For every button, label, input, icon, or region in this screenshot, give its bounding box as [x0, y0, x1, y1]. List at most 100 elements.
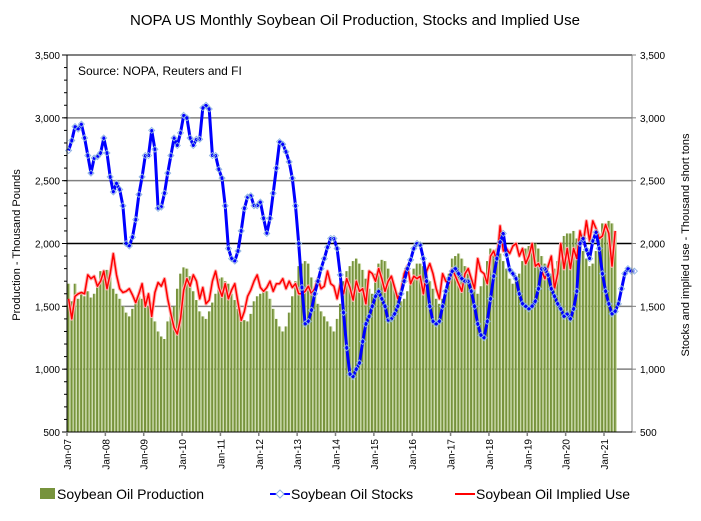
production-bar — [96, 286, 99, 432]
stocks-marker — [445, 275, 453, 283]
production-bar — [291, 296, 294, 432]
y-right-tick-label: 1,000 — [640, 365, 665, 376]
x-tick-label: Jan-21 — [600, 439, 611, 470]
stocks-marker — [211, 151, 220, 160]
stocks-marker — [470, 302, 479, 310]
production-bar-highlight — [152, 311, 154, 432]
production-bar — [565, 233, 568, 432]
stocks-marker — [269, 189, 277, 197]
stocks-marker — [403, 264, 412, 273]
production-bar-highlight — [612, 223, 614, 432]
production-bar — [380, 259, 383, 432]
stocks-marker — [384, 316, 392, 324]
stocks-marker — [128, 233, 137, 241]
y-left-tick-label: 500 — [43, 428, 60, 439]
series-lines — [64, 101, 639, 381]
production-bar-highlight — [475, 288, 477, 432]
production-bar — [406, 291, 409, 432]
x-tick-label: Jan-19 — [523, 439, 534, 470]
production-bar — [156, 331, 159, 432]
stocks-marker — [234, 247, 242, 255]
production-bar-highlight — [507, 268, 509, 432]
production-bar — [207, 311, 210, 432]
stocks-marker — [416, 241, 424, 249]
stocks-marker — [544, 271, 552, 279]
production-bar-highlight — [382, 259, 384, 432]
production-bar-highlight — [139, 296, 141, 432]
production-bar-highlight — [165, 339, 167, 432]
production-bar — [524, 248, 527, 432]
stocks-marker — [224, 244, 233, 253]
legend: Soybean Oil Production Soybean Oil Stock… — [40, 486, 630, 502]
production-bar-highlight — [337, 318, 339, 432]
stocks-marker — [541, 264, 549, 273]
stocks-marker — [144, 151, 153, 160]
production-bar-highlight — [309, 263, 310, 432]
legend-label-implied-use: Soybean Oil Implied Use — [476, 486, 630, 502]
production-bar-highlight — [251, 313, 253, 432]
production-bar-highlight — [283, 331, 285, 432]
production-bar — [486, 261, 489, 432]
production-bar — [335, 318, 338, 432]
production-bar — [268, 298, 271, 432]
stocks-marker — [451, 264, 460, 273]
production-bar-highlight — [459, 253, 461, 432]
production-bar — [195, 300, 198, 432]
y-right-tick-label: 2,000 — [640, 240, 665, 251]
stocks-marker — [253, 202, 261, 210]
production-bar-highlight — [599, 233, 601, 432]
production-bar — [144, 296, 146, 432]
x-tick-label: Jan-11 — [216, 439, 227, 469]
production-bar-highlight — [465, 266, 467, 432]
stocks-marker — [563, 310, 571, 318]
production-bar-highlight — [417, 263, 419, 432]
production-bar-highlight — [414, 268, 416, 432]
x-tick-label: Jan-07 — [63, 439, 74, 470]
stocks-marker — [189, 141, 197, 150]
production-bar-highlight — [225, 281, 227, 432]
production-bar-highlight — [545, 263, 547, 432]
production-bar — [275, 318, 278, 432]
production-bar — [307, 263, 310, 432]
stocks-marker — [518, 300, 527, 308]
production-bar — [514, 281, 517, 432]
y-left-tick-label: 3,500 — [35, 51, 60, 62]
production-bar — [428, 281, 431, 432]
production-bar-highlight — [564, 235, 566, 432]
production-bar — [153, 321, 156, 432]
stocks-marker — [141, 151, 149, 160]
production-bar-highlight — [101, 271, 103, 432]
production-bar-highlight — [133, 308, 135, 432]
production-bar — [131, 308, 134, 432]
stocks-marker — [522, 302, 530, 310]
stocks-marker — [218, 174, 226, 182]
production-bar-highlight — [468, 273, 470, 432]
stocks-marker — [464, 277, 472, 285]
production-bar-highlight — [580, 243, 582, 432]
production-bar-highlight — [78, 298, 80, 432]
stocks-marker — [314, 277, 322, 285]
production-bar-highlight — [567, 233, 569, 432]
production-bar — [300, 263, 303, 432]
stocks-marker — [84, 151, 92, 160]
production-bar — [124, 312, 127, 432]
stocks-marker — [138, 173, 146, 181]
production-bar-highlight — [280, 326, 282, 432]
production-bar — [489, 248, 492, 432]
stocks-marker — [512, 275, 520, 283]
stocks-marker — [243, 193, 252, 201]
production-bar — [211, 302, 214, 432]
production-bar-highlight — [190, 276, 192, 432]
production-bar — [479, 286, 482, 432]
stocks-marker — [170, 134, 178, 142]
production-bar — [383, 261, 386, 432]
production-bar-highlight — [497, 248, 499, 432]
production-bar-highlight — [344, 281, 346, 432]
production-bar — [278, 326, 281, 432]
production-bar-highlight — [440, 303, 441, 432]
production-bar — [585, 258, 588, 432]
production-bar — [83, 296, 86, 432]
production-bar — [457, 253, 460, 432]
stocks-marker — [116, 185, 124, 194]
stocks-marker — [381, 302, 389, 310]
